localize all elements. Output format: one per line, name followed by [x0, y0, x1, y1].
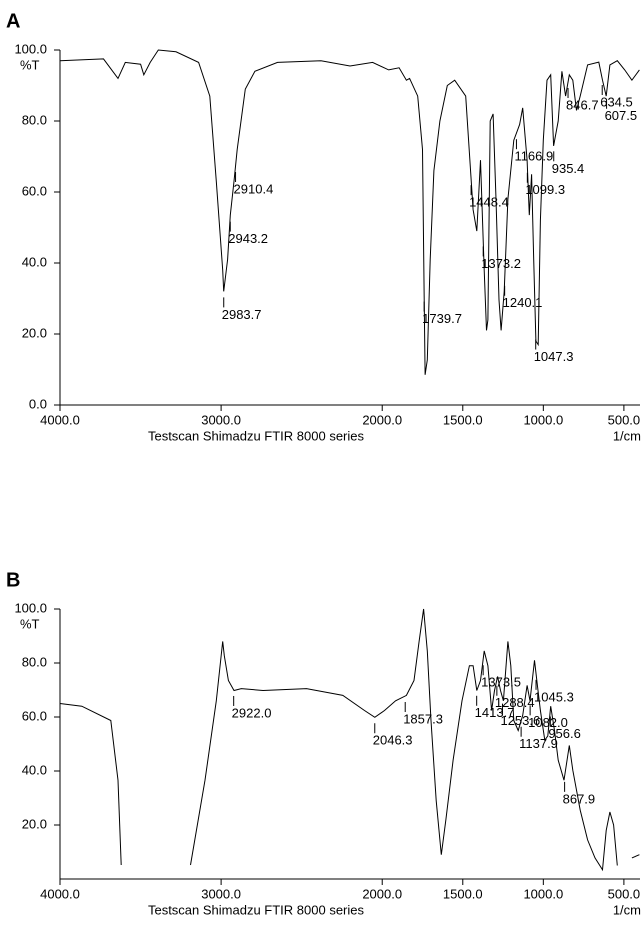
peak-label: 1857.3 — [403, 711, 443, 726]
peak-label: 607.5 — [605, 108, 638, 123]
x-axis-label: Testscan Shimadzu FTIR 8000 series — [148, 902, 365, 917]
peak-label: 846.7 — [566, 97, 599, 112]
panel-letter: A — [6, 10, 20, 32]
x-tick-label: 1500.0 — [443, 886, 483, 901]
y-tick-label: 40.0 — [22, 254, 47, 269]
peak-label: 1240.1 — [503, 295, 543, 310]
peak-label: 2922.0 — [232, 705, 272, 720]
peak-label: 1448.4 — [469, 195, 509, 210]
y-tick-label: 80.0 — [22, 112, 47, 127]
peak-label: 2910.4 — [234, 181, 274, 196]
x-tick-label: 4000.0 — [40, 412, 80, 427]
peak-label: 1253.6 — [500, 713, 540, 728]
peak-label: 1288.4 — [495, 695, 535, 710]
peak-label: 956.6 — [548, 726, 581, 741]
x-tick-label: 2000.0 — [362, 412, 402, 427]
peak-label: 2983.7 — [222, 307, 262, 322]
x-tick-label: 1500.0 — [443, 412, 483, 427]
spectrum-line — [59, 49, 640, 375]
x-axis-label: Testscan Shimadzu FTIR 8000 series — [148, 428, 365, 443]
y-tick-label: 0.0 — [29, 396, 47, 411]
x-tick-label: 3000.0 — [201, 886, 241, 901]
x-tick-label: 1000.0 — [523, 886, 563, 901]
peak-label: 2046.3 — [373, 733, 413, 748]
spectrum-line — [59, 608, 640, 872]
x-tick-label: 1000.0 — [523, 412, 563, 427]
y-tick-label: 20.0 — [22, 325, 47, 340]
peak-label: 634.5 — [600, 94, 633, 109]
x-tick-label: 500.0 — [608, 412, 641, 427]
peak-label: 1099.3 — [525, 182, 565, 197]
peak-label: 1082.0 — [528, 715, 568, 730]
y-tick-label: 40.0 — [22, 762, 47, 777]
x-axis-unit: 1/cm — [613, 902, 641, 917]
peak-label: 1045.3 — [534, 689, 574, 704]
y-axis-label: %T — [20, 616, 40, 631]
y-tick-label: 20.0 — [22, 816, 47, 831]
peak-label: 1137.9 — [519, 736, 558, 751]
y-axis-label: %T — [20, 57, 40, 72]
peak-label: 1047.3 — [534, 349, 574, 364]
peak-label: 867.9 — [563, 791, 596, 806]
y-tick-label: 60.0 — [22, 708, 47, 723]
peak-label: 935.4 — [552, 161, 585, 176]
panel-letter: B — [6, 569, 20, 591]
peak-label: 2943.2 — [228, 231, 268, 246]
y-tick-label: 80.0 — [22, 654, 47, 669]
x-tick-label: 4000.0 — [40, 886, 80, 901]
peak-label: 1373.2 — [481, 256, 521, 271]
x-tick-label: 2000.0 — [362, 886, 402, 901]
y-tick-label: 100.0 — [14, 41, 47, 56]
peak-label: 1413.7 — [475, 705, 515, 720]
peak-label: 1739.7 — [422, 311, 462, 326]
peak-label: 1166.9 — [514, 149, 553, 164]
y-tick-label: 60.0 — [22, 183, 47, 198]
x-axis-unit: 1/cm — [613, 428, 641, 443]
y-tick-label: 100.0 — [14, 600, 47, 615]
x-tick-label: 3000.0 — [201, 412, 241, 427]
peak-label: 1373.5 — [481, 675, 521, 690]
x-tick-label: 500.0 — [608, 886, 641, 901]
